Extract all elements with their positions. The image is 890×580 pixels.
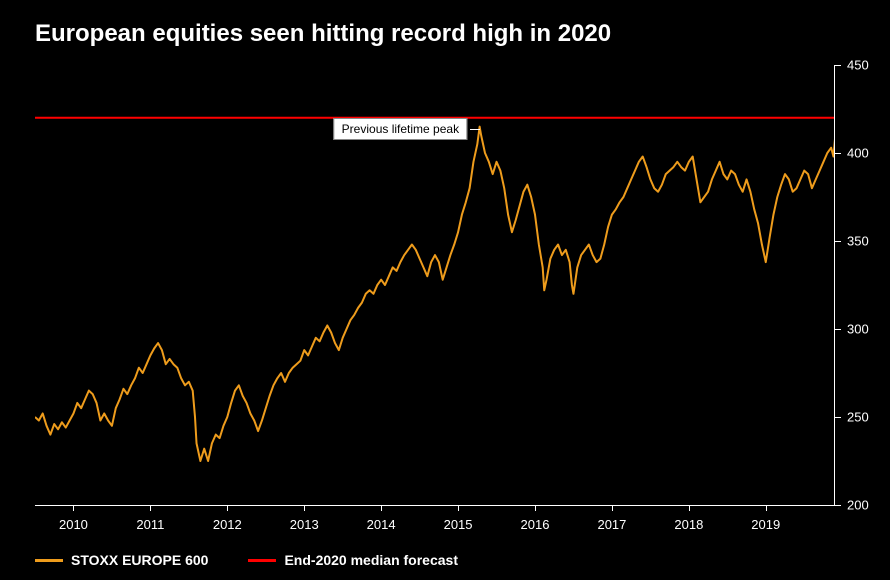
x-tick-mark [73,505,74,511]
y-tick-mark [835,65,841,66]
y-tick-mark [835,241,841,242]
x-tick-label: 2019 [751,517,780,532]
x-tick-mark [381,505,382,511]
x-tick-mark [150,505,151,511]
legend-item-stoxx: STOXX EUROPE 600 [35,552,208,568]
legend-label: STOXX EUROPE 600 [71,552,208,568]
chart-title: European equities seen hitting record hi… [35,20,611,48]
x-tick-label: 2017 [597,517,626,532]
legend-item-forecast: End-2020 median forecast [248,552,458,568]
legend-label: End-2020 median forecast [284,552,458,568]
x-tick-mark [458,505,459,511]
annotation-connector [470,129,479,130]
y-tick-label: 200 [847,498,869,513]
annotation-label: Previous lifetime peak [334,118,467,140]
y-tick-label: 450 [847,58,869,73]
x-tick-mark [535,505,536,511]
y-tick-mark [835,329,841,330]
chart-container: European equities seen hitting record hi… [0,0,890,580]
y-tick-mark [835,417,841,418]
x-tick-mark [227,505,228,511]
x-tick-mark [304,505,305,511]
x-tick-label: 2013 [290,517,319,532]
y-axis-line [834,65,835,505]
x-tick-mark [612,505,613,511]
x-tick-mark [766,505,767,511]
x-tick-label: 2011 [136,517,164,532]
x-tick-label: 2010 [59,517,88,532]
x-tick-label: 2014 [367,517,396,532]
stoxx-line [35,127,835,461]
x-tick-label: 2012 [213,517,242,532]
y-tick-mark [835,505,841,506]
x-tick-mark [689,505,690,511]
legend-swatch-icon [248,559,276,562]
x-tick-label: 2018 [674,517,703,532]
y-tick-label: 300 [847,322,869,337]
legend-swatch-icon [35,559,63,562]
legend: STOXX EUROPE 600 End-2020 median forecas… [35,552,458,568]
y-tick-label: 250 [847,410,869,425]
x-tick-label: 2015 [444,517,473,532]
x-axis-line [35,505,835,506]
y-tick-label: 350 [847,234,869,249]
y-tick-label: 400 [847,146,869,161]
y-tick-mark [835,153,841,154]
x-tick-label: 2016 [521,517,550,532]
